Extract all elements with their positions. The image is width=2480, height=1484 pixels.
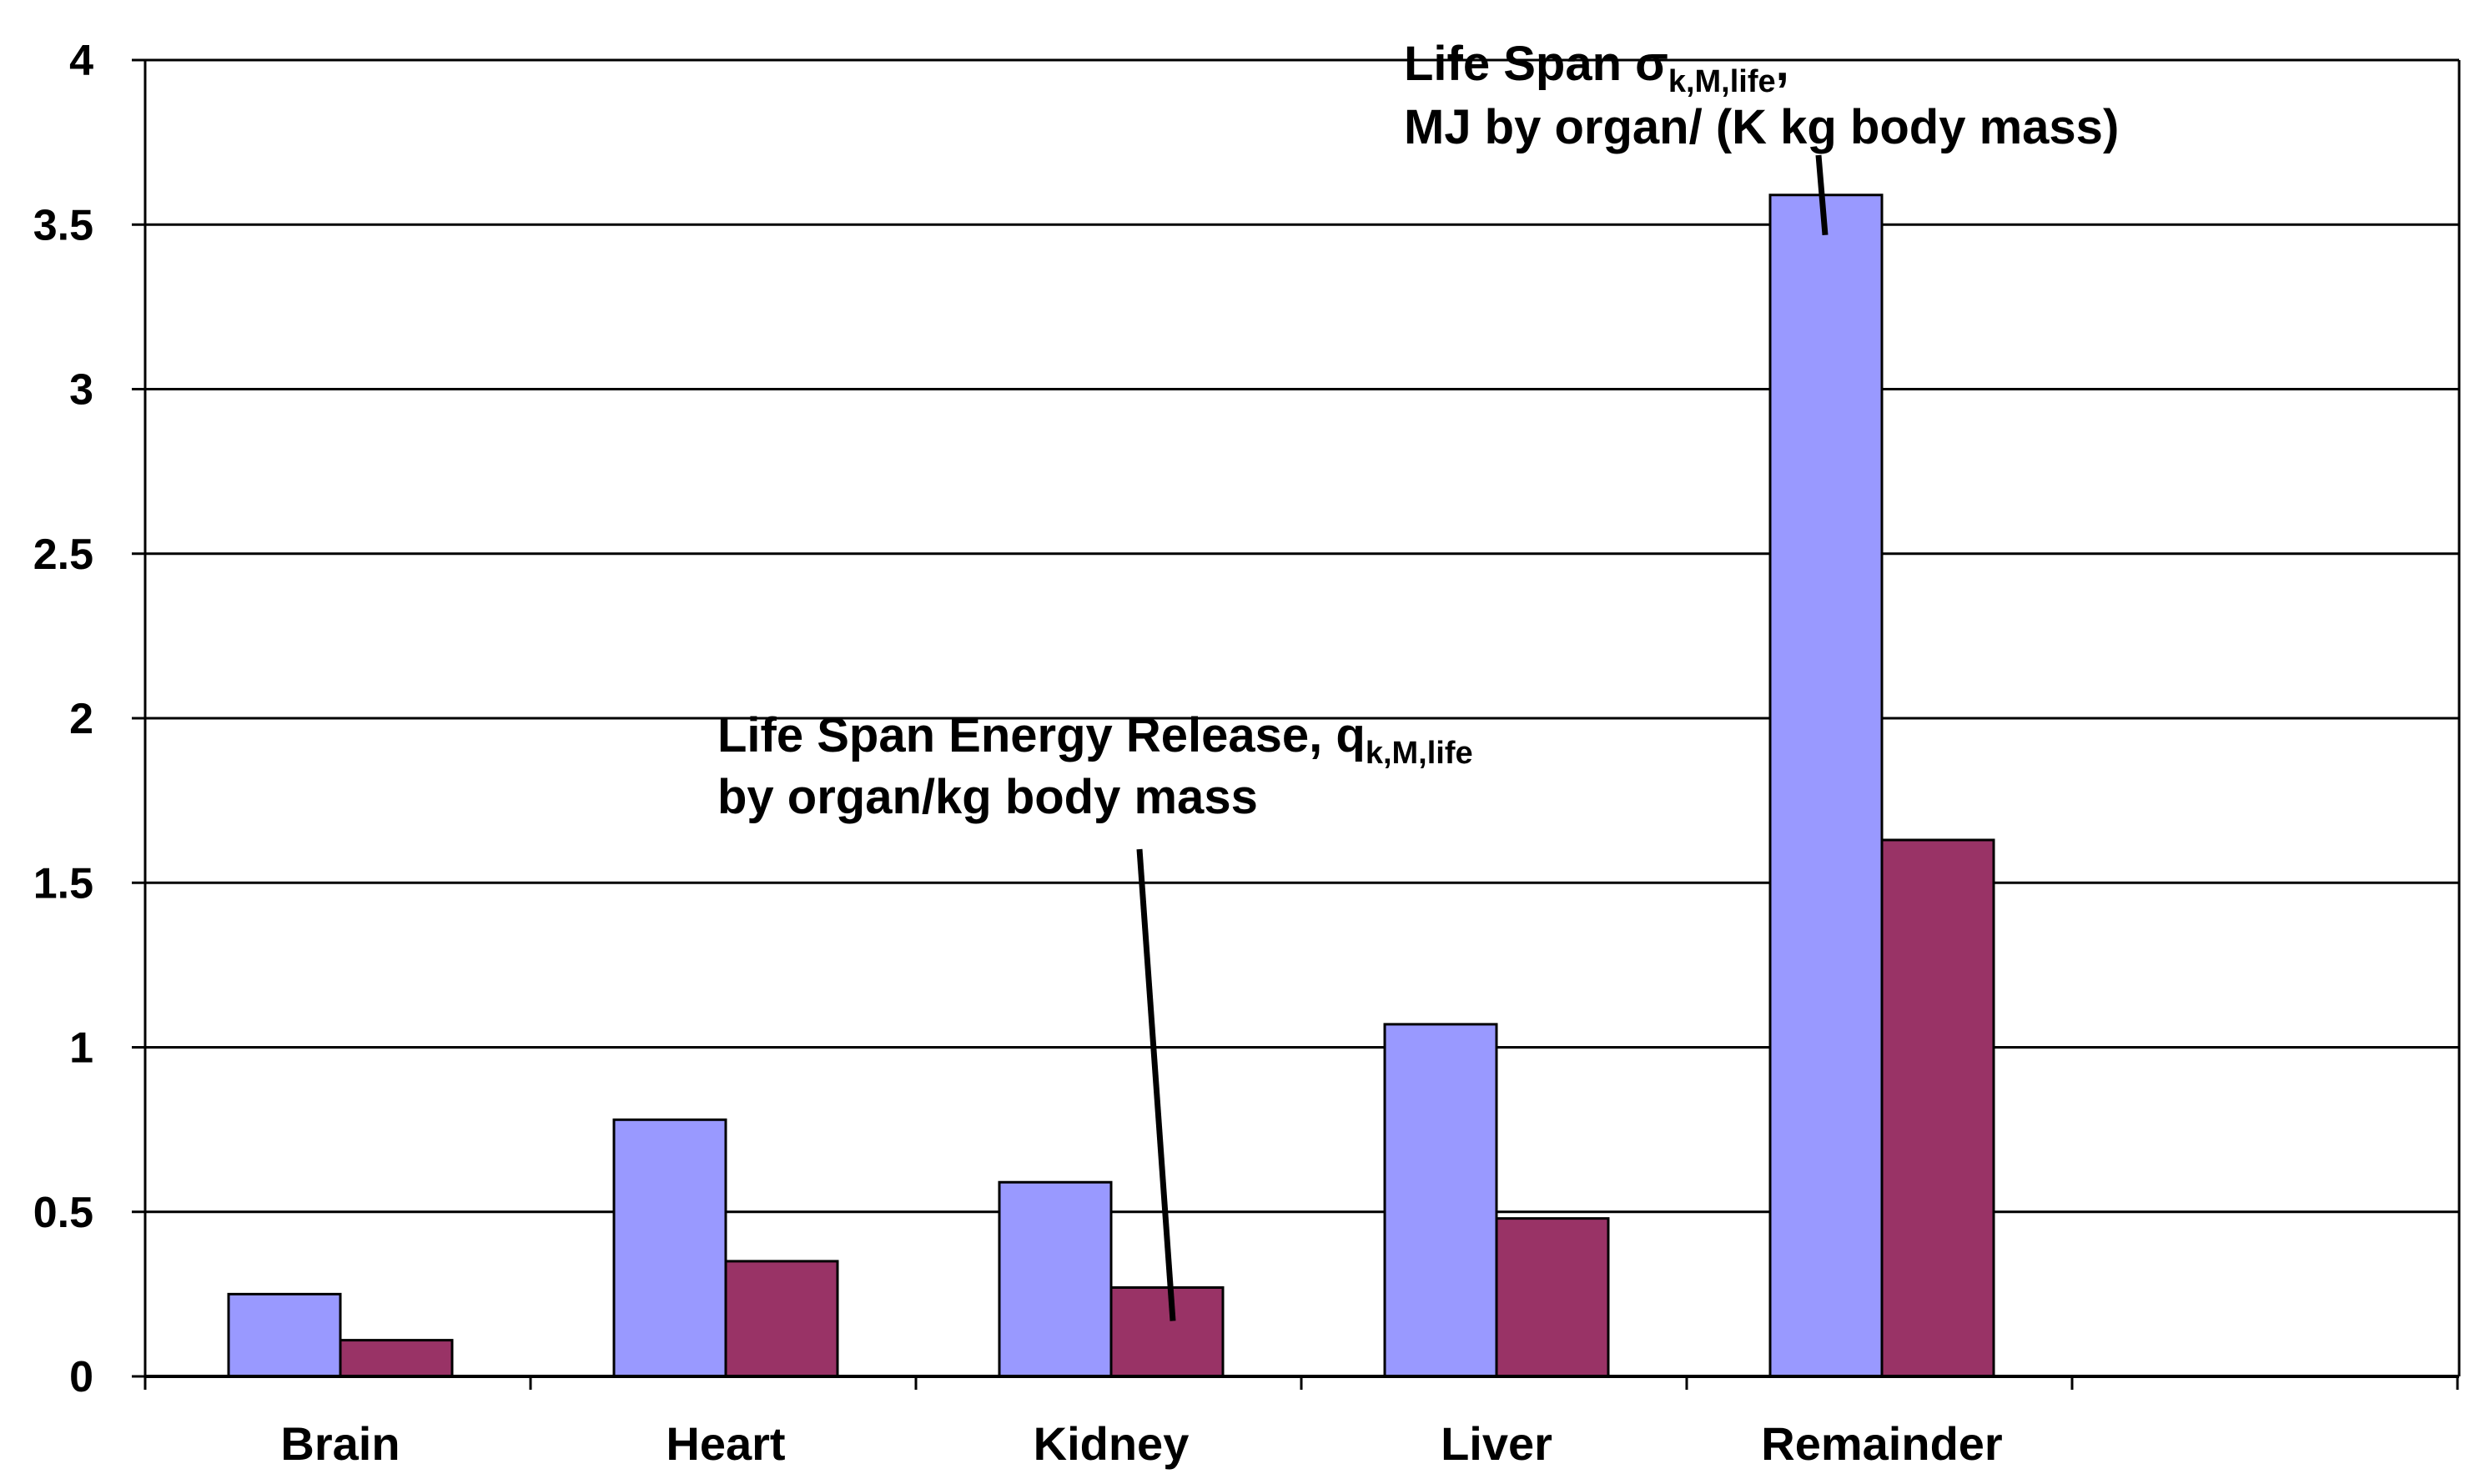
gridlines [145, 58, 2459, 1214]
bar-heart-series-2 [724, 1260, 839, 1378]
axes [132, 58, 2461, 1390]
x-category-label: Liver [1441, 1417, 1552, 1470]
y-tick-label: 1 [69, 1024, 93, 1073]
y-axis-tick-labels: 0 0.5 1 1.5 2 2.5 3 3.5 4 [33, 37, 93, 1401]
annotation-leader-line-q [1136, 848, 1176, 1321]
x-category-label: Heart [666, 1417, 785, 1470]
x-category-label: Kidney [1034, 1417, 1190, 1470]
y-tick-label: 2.5 [33, 531, 93, 579]
y-tick-label: 0 [69, 1353, 93, 1401]
y-tick-label: 2 [69, 695, 93, 743]
bar-liver-series-1 [1383, 1023, 1498, 1378]
x-category-label: Remainder [1761, 1417, 2002, 1470]
y-tick-label: 3 [69, 366, 93, 415]
bar-liver-series-2 [1495, 1217, 1610, 1378]
y-tick-label: 1.5 [33, 859, 93, 908]
bar-brain-series-1 [227, 1292, 342, 1378]
bar-heart-series-1 [612, 1118, 727, 1378]
y-tick-label: 3.5 [33, 201, 93, 249]
annotation-q-line2: by organ/kg body mass [717, 770, 1258, 824]
annotations: Life Span σk,M,life, MJ by organ/ (K kg … [717, 37, 2119, 1321]
annotation-sigma-line1: Life Span σk,M,life, [1404, 37, 1789, 99]
annotation-sigma-line2: MJ by organ/ (K kg body mass) [1404, 100, 2119, 154]
annotation-leader-line-sigma [1815, 154, 1829, 236]
y-tick-label: 4 [69, 37, 93, 85]
annotation-q-line1: Life Span Energy Release, qk,M,life [717, 708, 1473, 771]
bar-remainder-series-1 [1768, 194, 1884, 1378]
x-category-label: Brain [280, 1417, 400, 1470]
bar-kidney-series-1 [998, 1180, 1113, 1378]
bar-kidney-series-2 [1109, 1285, 1225, 1378]
bars [227, 194, 1995, 1378]
bar-remainder-series-2 [1880, 838, 1995, 1378]
y-tick-label: 0.5 [33, 1189, 93, 1237]
x-axis-category-labels: Brain Heart Kidney Liver Remainder [280, 1417, 2002, 1470]
bar-brain-series-2 [339, 1339, 454, 1378]
